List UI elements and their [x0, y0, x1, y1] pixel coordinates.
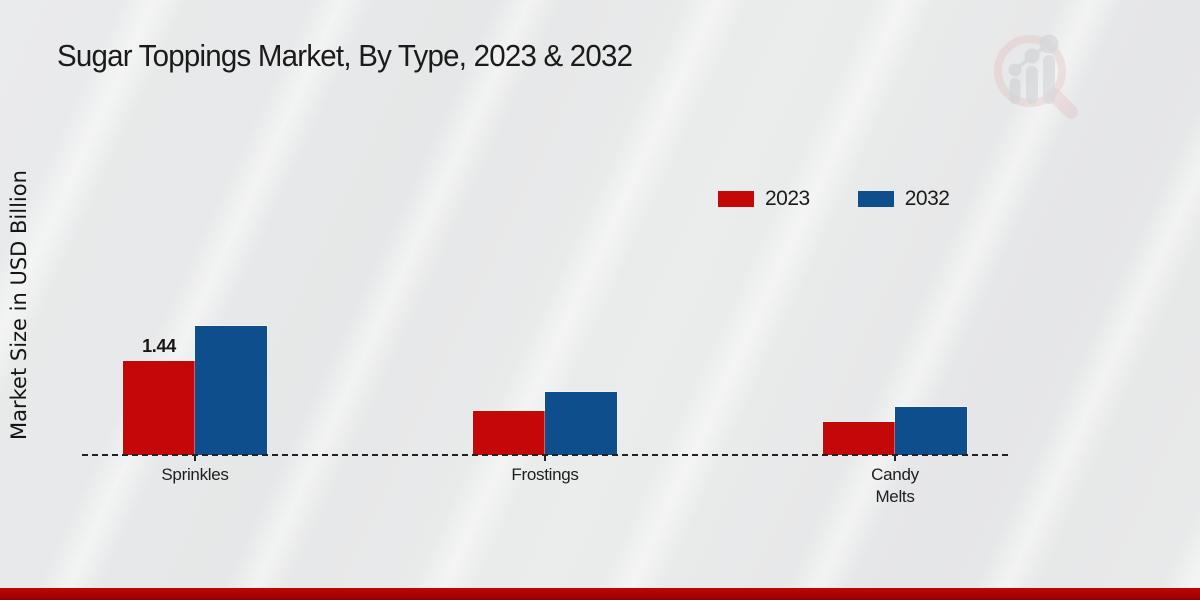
- x-tick-candy-melts: [894, 456, 896, 461]
- bar-2032-frostings: [545, 392, 617, 455]
- x-tick-sprinkles: [194, 456, 196, 461]
- bar-2023-sprinkles: [123, 361, 195, 455]
- x-tick-label-candy-melts: Candy Melts: [871, 465, 919, 507]
- magnifier-icon: [994, 35, 1078, 119]
- x-tick-label-frostings: Frostings: [511, 465, 579, 484]
- chart-title: Sugar Toppings Market, By Type, 2023 & 2…: [57, 38, 633, 73]
- bar-2032-candy-melts: [895, 407, 967, 455]
- x-tick-frostings: [544, 456, 546, 461]
- x-tick-label-sprinkles: Sprinkles: [161, 465, 229, 484]
- legend-label-2023: 2023: [765, 187, 810, 210]
- legend-swatch-2023: [718, 191, 754, 207]
- growth-bars-icon: [1008, 34, 1059, 104]
- legend-label-2032: 2032: [904, 187, 950, 210]
- legend-item-2023: 2023: [718, 187, 810, 211]
- legend-item-2032: 2032: [857, 187, 950, 211]
- legend-swatch-2032: [857, 191, 894, 207]
- legend: 2023 2032: [718, 187, 950, 211]
- data-label-2023-sprinkles: 1.44: [142, 336, 176, 356]
- mrfr-logo-watermark: [994, 34, 1078, 119]
- bar-2023-candy-melts: [823, 422, 895, 455]
- bottom-red-band: [0, 588, 1200, 600]
- x-axis-baseline: [82, 454, 1008, 456]
- bar-2032-sprinkles: [195, 326, 267, 455]
- bar-2023-frostings: [473, 411, 545, 455]
